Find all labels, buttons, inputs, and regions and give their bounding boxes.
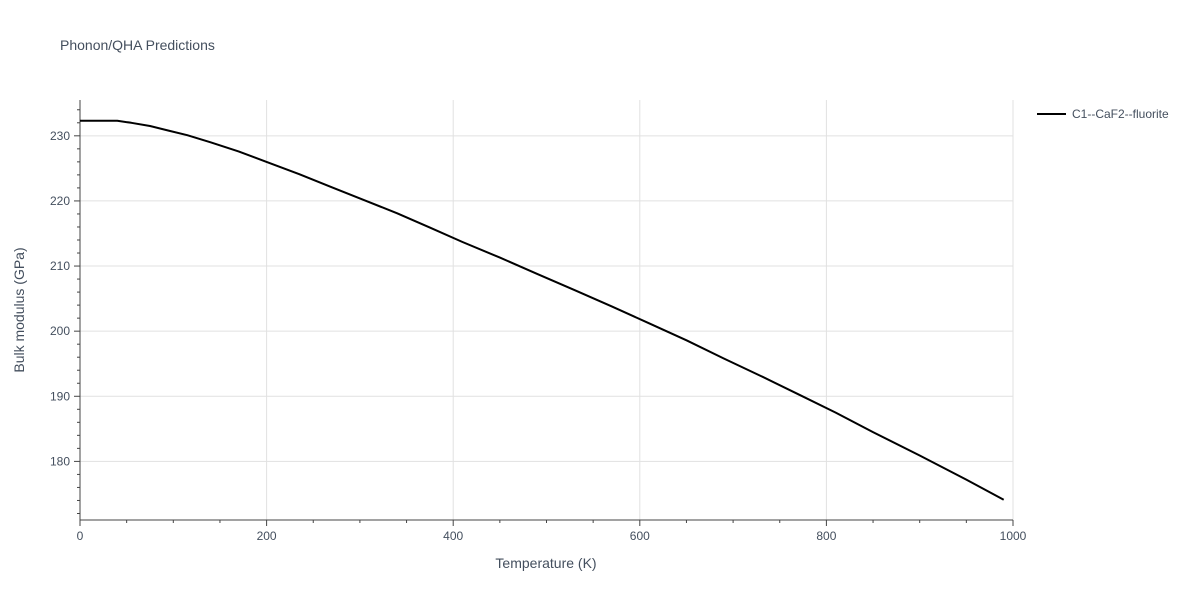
y-tick-label: 180 <box>50 454 70 468</box>
axis-layer: 0 200 400 600 800 1000 180 190 200 210 220 230 <box>50 100 1027 543</box>
x-tick-label: 200 <box>257 529 277 543</box>
series-line <box>80 119 1005 501</box>
legend-label[interactable]: C1--CaF2--fluorite <box>1072 107 1169 121</box>
x-tick-label: 1000 <box>1000 529 1027 543</box>
y-tick-label: 210 <box>50 259 70 273</box>
chart-title: Phonon/QHA Predictions <box>60 37 215 53</box>
x-tick-label: 400 <box>443 529 463 543</box>
y-tick-label: 190 <box>50 389 70 403</box>
legend[interactable]: C1--CaF2--fluorite <box>1037 107 1169 121</box>
y-axis-title: Bulk modulus (GPa) <box>11 247 27 372</box>
grid-layer <box>80 100 1014 520</box>
x-tick-label: 0 <box>77 529 84 543</box>
x-tick-label: 800 <box>816 529 836 543</box>
y-tick-label: 200 <box>50 324 70 338</box>
x-axis-title: Temperature (K) <box>495 555 596 571</box>
y-tick-label: 220 <box>50 194 70 208</box>
x-tick-label: 600 <box>630 529 650 543</box>
y-tick-label: 230 <box>50 129 70 143</box>
series-layer <box>80 119 1005 501</box>
